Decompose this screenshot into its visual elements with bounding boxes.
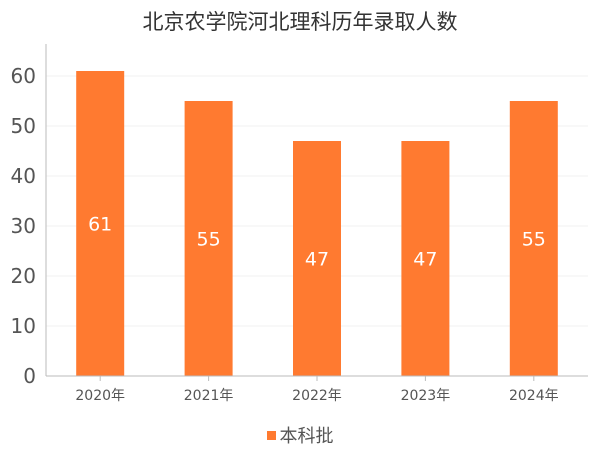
bar-4 [509,101,558,376]
bar-value-label-4: 55 [522,229,546,251]
labels: 0 10 20 30 40 50 60 2020年 61 2021年 55 2022年 47 2023年 4… [11,64,559,404]
y-tick-label-5: 50 [11,114,36,138]
bar-value-label-3: 47 [413,249,437,271]
y-tick-label-2: 20 [11,264,36,288]
bars [76,71,558,376]
y-tick-label-4: 40 [11,164,36,188]
bar-0 [76,71,125,376]
y-tick-label-0: 0 [23,364,36,388]
x-tick-label-2: 2022年 [292,388,342,404]
bar-chart: 0 10 20 30 40 50 60 2020年 61 2021年 55 2022年 47 2023年 4… [11,44,588,404]
x-tick-label-0: 2020年 [75,388,125,404]
y-tick-label-3: 30 [11,214,36,238]
bar-2 [293,141,341,376]
y-tick-label-6: 60 [11,64,36,88]
bar-value-label-2: 47 [305,249,329,271]
bar-value-label-1: 55 [197,229,221,251]
bar-1 [184,101,233,376]
chart-title: 北京农学院河北理科历年录取人数 [142,10,458,34]
y-tick-label-1: 10 [11,314,36,338]
bar-3 [401,141,450,376]
legend-swatch [266,430,276,440]
x-tick-label-4: 2024年 [509,388,559,404]
x-tick-label-1: 2021年 [184,388,234,404]
x-tick-label-3: 2023年 [401,388,451,404]
legend: 本科批 [0,422,600,448]
axes [45,44,588,381]
bar-value-label-0: 61 [88,214,112,236]
legend-label-series-0: 本科批 [279,426,334,447]
